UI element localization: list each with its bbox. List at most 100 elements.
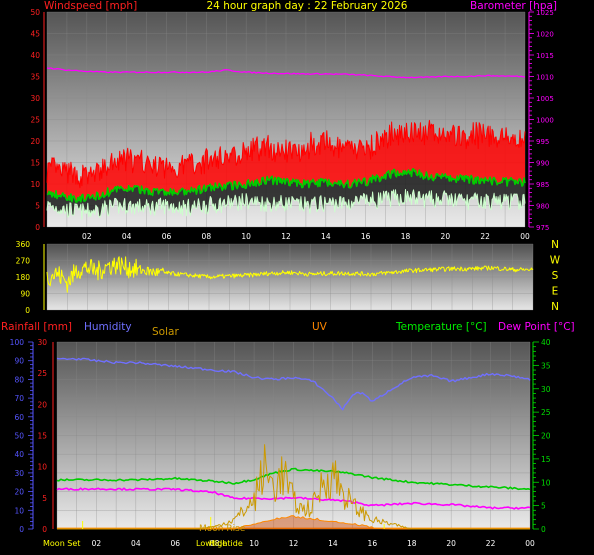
solar-label: Solar xyxy=(152,326,179,338)
windspeed-tick-label: 50 xyxy=(30,8,40,17)
barometer-tick-label: 1020 xyxy=(536,31,554,39)
hour-tick-label: 00 xyxy=(525,539,535,548)
hour-tick-label: 02 xyxy=(92,539,102,548)
windspeed-tick-label: 25 xyxy=(30,116,40,125)
windspeed-tick-label: 35 xyxy=(30,73,40,82)
gust-line xyxy=(46,119,526,189)
hour-tick-label: 06 xyxy=(170,539,180,548)
hour-tick-label: 12 xyxy=(289,539,299,548)
temperature-tick-label: 25 xyxy=(541,408,551,417)
hour-tick-label: 22 xyxy=(480,232,490,241)
rainfall-tick-label: 25 xyxy=(37,369,47,378)
temperature-tick-label: 35 xyxy=(541,361,551,370)
hour-tick-label: 06 xyxy=(162,232,172,241)
hour-tick-label: 10 xyxy=(241,232,251,241)
windspeed-tick-label: 15 xyxy=(30,159,40,168)
windspeed-tick-label: 45 xyxy=(30,30,40,39)
direction-axis-ticks: 0 90 180 270 360 xyxy=(16,240,45,315)
hour-tick-label: 16 xyxy=(368,539,378,548)
temperature-tick-label: 15 xyxy=(541,455,551,464)
wind-x-ticks: 02 04 06 08 10 12 14 16 18 20 22 00 xyxy=(82,232,530,241)
temperature-axis-label: Temperature [°C] xyxy=(395,321,487,333)
humidity-tick-label: 10 xyxy=(14,506,24,515)
compass-label: N xyxy=(551,301,559,313)
humidity-tick-label: 70 xyxy=(14,394,24,403)
direction-tick-label: 360 xyxy=(16,240,31,249)
windspeed-tick-label: 30 xyxy=(30,94,40,103)
gust-area xyxy=(47,120,525,203)
temperature-tick-label: 40 xyxy=(541,338,551,347)
compass-label: E xyxy=(552,286,559,298)
rainfall-tick-label: 5 xyxy=(42,494,47,503)
barometer-tick-label: 990 xyxy=(536,160,549,168)
hour-tick-label: 18 xyxy=(407,539,417,548)
direction-tick-label: 0 xyxy=(25,306,30,315)
hour-tick-label: 20 xyxy=(441,232,451,241)
windspeed-tick-label: 40 xyxy=(30,51,40,60)
windspeed-tick-label: 5 xyxy=(35,202,40,211)
barometer-tick-label: 985 xyxy=(536,181,549,189)
barometer-axis-ticks: 975 980 985 990 995 1000 1005 1010 1015 1020 1025 xyxy=(528,9,554,232)
barometer-tick-label: 975 xyxy=(536,224,549,232)
wind-series xyxy=(46,67,526,220)
direction-line xyxy=(46,256,534,293)
rainfall-tick-label: 0 xyxy=(42,525,47,534)
hour-tick-label: 22 xyxy=(486,539,496,548)
direction-panel-grid xyxy=(46,243,534,311)
temperature-tick-label: 10 xyxy=(541,478,551,487)
rainfall-tick-label: 15 xyxy=(37,432,47,441)
wind-gap-area xyxy=(47,168,525,220)
hour-tick-label: 20 xyxy=(446,539,456,548)
temperature-tick-label: 5 xyxy=(541,502,546,511)
humidity-axis-label: Humidity xyxy=(84,321,132,333)
humidity-axis-ticks: 0 10 20 30 40 50 60 70 80 90 100 xyxy=(10,338,34,534)
humidity-tick-label: 50 xyxy=(14,432,24,441)
lull-line xyxy=(46,189,526,220)
barometer-tick-label: 995 xyxy=(536,138,549,146)
hour-tick-label: 00 xyxy=(520,232,530,241)
humidity-tick-label: 40 xyxy=(14,450,24,459)
rainfall-tick-label: 30 xyxy=(37,338,47,347)
barometer-tick-label: 980 xyxy=(536,203,549,211)
hour-tick-label: 04 xyxy=(131,539,141,548)
hour-tick-label: 04 xyxy=(122,232,132,241)
compass-label: S xyxy=(552,270,559,282)
chart-title: 24 hour graph day : 22 February 2026 xyxy=(207,0,408,12)
rainfall-axis-ticks: 0 5 10 15 20 25 30 xyxy=(37,338,54,534)
humidity-tick-label: 30 xyxy=(14,469,24,478)
barometer-axis-label: Barometer [hpa] xyxy=(470,0,557,12)
hour-tick-label: 12 xyxy=(281,232,291,241)
direction-series xyxy=(46,256,534,293)
hour-tick-label: 14 xyxy=(328,539,338,548)
hour-tick-label: 16 xyxy=(361,232,371,241)
barometer-tick-label: 1010 xyxy=(536,74,554,82)
hour-tick-label: 10 xyxy=(249,539,259,548)
rain-x-ticks: 02 04 06 08 10 12 14 16 18 20 22 00 xyxy=(92,539,535,548)
solar-line xyxy=(57,444,530,530)
humidity-tick-label: 80 xyxy=(14,375,24,384)
average-line xyxy=(46,168,526,203)
humidity-tick-label: 90 xyxy=(14,357,24,366)
barometer-tick-label: 1000 xyxy=(536,117,554,125)
compass-label: W xyxy=(550,255,561,267)
temperature-tick-label: 20 xyxy=(541,432,551,441)
windspeed-axis-label: Windspeed [mph] xyxy=(44,0,137,12)
hour-tick-label: 08 xyxy=(210,539,220,548)
moon-set-label: Moon Set xyxy=(43,539,80,548)
hour-tick-label: 18 xyxy=(401,232,411,241)
hour-tick-label: 02 xyxy=(82,232,92,241)
barometer-tick-label: 1005 xyxy=(536,95,554,103)
rainfall-axis-label: Rainfall [mm] xyxy=(1,321,72,333)
lowtide-label: Lowtide xyxy=(196,539,227,548)
temperature-tick-label: 0 xyxy=(541,525,546,534)
hour-tick-label: 14 xyxy=(321,232,331,241)
barometer-tick-label: 1015 xyxy=(536,52,554,60)
windspeed-tick-label: 20 xyxy=(30,137,40,146)
temperature-axis-ticks: 0 5 10 15 20 25 30 35 40 xyxy=(532,338,551,534)
uv-area xyxy=(57,515,530,529)
direction-tick-label: 90 xyxy=(20,290,30,299)
barometer-line xyxy=(46,67,526,79)
temperature-line xyxy=(56,467,531,491)
